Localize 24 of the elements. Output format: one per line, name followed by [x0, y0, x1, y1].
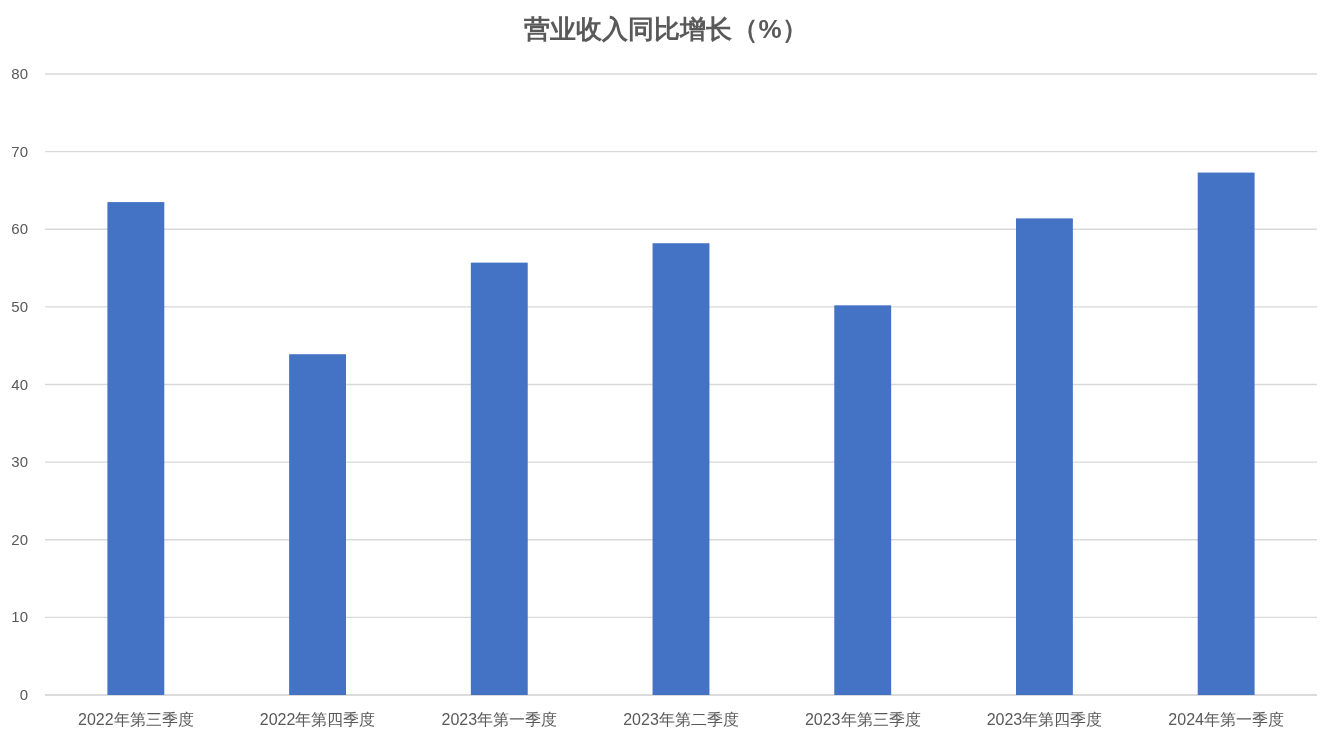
y-tick-label: 60	[11, 220, 28, 238]
bar	[834, 305, 892, 695]
bar	[107, 202, 165, 695]
x-tick-label: 2023年第四季度	[986, 711, 1103, 728]
y-tick-label: 10	[11, 608, 28, 626]
y-tick-label: 70	[11, 142, 28, 160]
y-tick-label: 40	[11, 375, 28, 393]
bar	[289, 354, 347, 695]
x-tick-label: 2022年第三季度	[78, 711, 194, 728]
y-tick-label: 50	[11, 297, 28, 315]
bar	[470, 262, 528, 695]
y-tick-label: 0	[19, 686, 28, 703]
bar	[1197, 172, 1255, 695]
x-tick-label: 2022年第四季度	[259, 711, 376, 728]
y-tick-label: 20	[11, 530, 28, 548]
bar	[652, 243, 710, 695]
y-tick-label: 80	[11, 65, 28, 82]
x-tick-label: 2023年第一季度	[441, 711, 558, 728]
x-tick-label: 2024年第一季度	[1168, 711, 1284, 728]
x-tick-label: 2023年第三季度	[804, 711, 921, 728]
chart-title: 营业收入同比增长（%）	[523, 14, 808, 44]
x-tick-label: 2023年第二季度	[623, 711, 739, 728]
y-tick-label: 30	[11, 453, 28, 471]
bar	[1015, 218, 1073, 695]
